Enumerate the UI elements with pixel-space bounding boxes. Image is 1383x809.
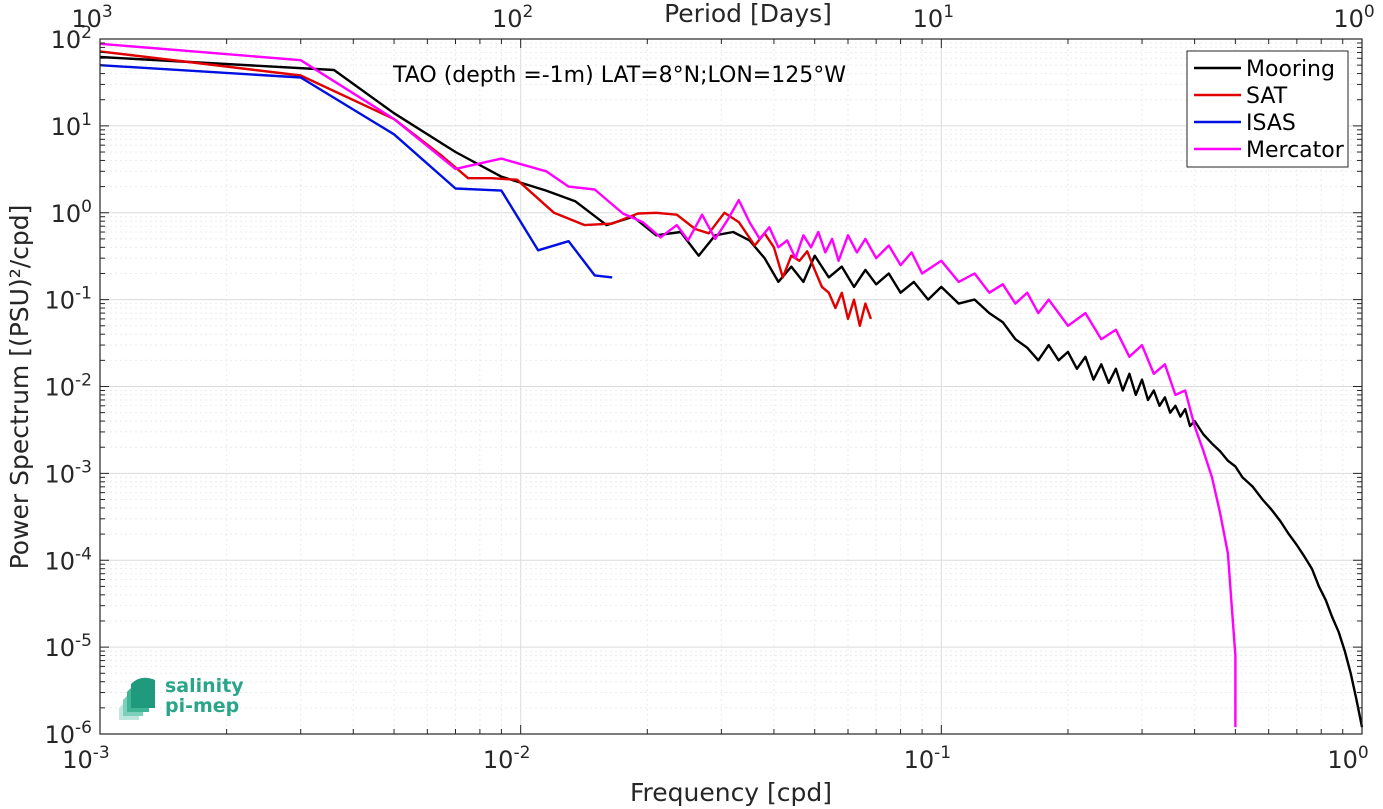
top-tick-label: 102 [492, 2, 533, 33]
chart-title: TAO (depth =-1m) LAT=8°N;LON=125°W [392, 63, 846, 88]
top-tick-label: 103 [71, 2, 112, 33]
x-tick-label: 100 [1327, 743, 1368, 774]
series-line-mooring [99, 55, 1364, 728]
series-line-sat [99, 50, 873, 327]
x-axis-label: Frequency [cpd] [630, 778, 832, 807]
y-tick-label: 102 [51, 23, 92, 54]
y-tick-label: 100 [51, 197, 92, 228]
series-line-mercator [99, 42, 1237, 728]
logo-text-line1: salinity [165, 675, 244, 697]
ticks [100, 39, 1362, 734]
top-axis-label: Period [Days] [664, 0, 832, 28]
y-tick-label: 10-1 [45, 284, 93, 315]
grid [100, 39, 1362, 734]
legend-box [1186, 50, 1349, 168]
salinity-pi-mep-logo: salinity pi-mep [117, 672, 247, 722]
legend-label-mooring: Mooring [1246, 57, 1335, 82]
y-tick-label: 10-3 [45, 457, 93, 488]
y-tick-label: 10-5 [45, 631, 93, 662]
legend-label-isas: ISAS [1246, 111, 1296, 136]
y-tick-label: 10-2 [45, 371, 93, 402]
logo-text-line2: pi-mep [165, 695, 239, 717]
series-lines [99, 42, 1364, 728]
top-tick-label: 101 [913, 2, 954, 33]
y-tick-label: 10-4 [45, 544, 93, 575]
y-tick-label: 101 [51, 110, 92, 141]
y-tick-label: 10-6 [45, 718, 93, 749]
x-tick-label: 10-3 [62, 743, 110, 774]
x-tick-label: 10-2 [483, 743, 530, 774]
top-tick-label: 100 [1333, 2, 1374, 33]
legend-label-mercator: Mercator [1246, 138, 1345, 163]
legend-label-sat: SAT [1246, 84, 1288, 109]
y-axis-label: Power Spectrum [(PSU)²/cpd] [5, 205, 34, 570]
series-line-isas [99, 64, 613, 279]
waves-icon [119, 677, 155, 720]
x-tick-label: 10-1 [904, 743, 952, 774]
